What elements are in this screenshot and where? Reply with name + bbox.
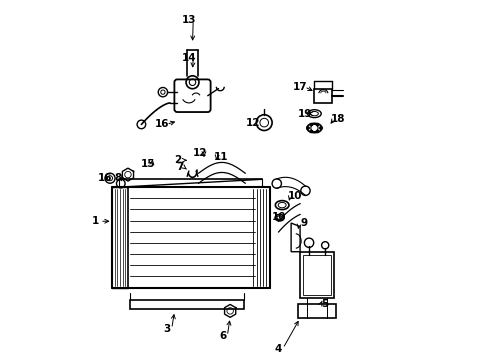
Text: 10: 10 <box>287 191 301 201</box>
Circle shape <box>316 123 319 126</box>
Text: 7: 7 <box>176 162 183 172</box>
Text: 16: 16 <box>97 173 112 183</box>
Text: 17: 17 <box>292 82 307 92</box>
Text: 3: 3 <box>163 324 171 334</box>
Text: 4: 4 <box>274 343 282 354</box>
Text: 10: 10 <box>271 212 286 222</box>
Text: 2: 2 <box>174 155 182 165</box>
Circle shape <box>309 130 312 133</box>
Text: 13: 13 <box>182 15 196 26</box>
Text: 14: 14 <box>181 53 196 63</box>
Circle shape <box>316 130 319 133</box>
Circle shape <box>306 127 309 130</box>
Circle shape <box>319 127 322 130</box>
Circle shape <box>309 123 312 126</box>
Bar <box>303 255 330 295</box>
Bar <box>129 300 244 309</box>
Text: 19: 19 <box>298 109 312 119</box>
Text: 6: 6 <box>219 331 226 341</box>
Text: 16: 16 <box>155 120 169 129</box>
Bar <box>300 252 333 298</box>
Text: 9: 9 <box>300 218 306 228</box>
Text: 12: 12 <box>192 148 206 158</box>
Text: 18: 18 <box>330 114 345 124</box>
Text: 12: 12 <box>245 118 260 128</box>
Text: 5: 5 <box>321 299 328 309</box>
Bar <box>314 89 332 103</box>
Bar <box>298 305 335 318</box>
Text: 1: 1 <box>92 216 99 226</box>
Text: 8: 8 <box>114 173 122 183</box>
Text: 11: 11 <box>214 152 228 162</box>
Text: 15: 15 <box>140 159 155 169</box>
